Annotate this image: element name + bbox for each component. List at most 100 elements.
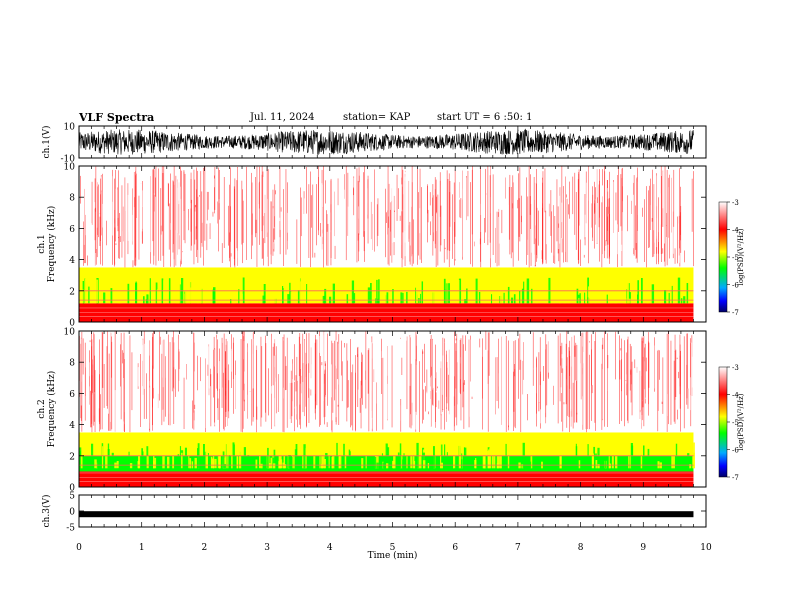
texture-mark [441,335,443,421]
spike-mark [437,285,440,304]
spike-mark [379,287,382,304]
texture-mark [687,333,688,389]
texture-mark [392,172,393,264]
texture-mark [131,388,132,416]
texture-mark [635,243,637,259]
texture-mark [671,166,672,258]
texture-mark [614,408,615,426]
texture-mark [509,352,511,379]
texture-mark [463,344,464,392]
texture-mark [507,228,509,259]
texture-mark [243,359,244,391]
texture-mark [296,219,298,264]
texture-mark [526,331,527,430]
texture-mark [413,219,414,264]
spike-mark [255,459,258,469]
texture-mark [89,182,91,234]
spike-mark [118,288,121,304]
texture-mark [115,243,117,245]
texture-mark [609,213,610,264]
texture-mark [186,364,187,380]
texture-mark [141,239,142,256]
texture-mark [85,333,86,351]
spike-mark [227,286,229,304]
texture-mark [445,331,447,433]
y-tick-label: 10 [64,328,76,338]
texture-mark [275,336,277,420]
texture-mark [207,386,209,388]
texture-mark [666,225,667,226]
texture-mark [486,193,487,222]
spike-mark [406,447,408,469]
texture-mark [483,405,485,408]
texture-mark [97,430,99,432]
spike-mark [278,448,281,469]
texture-mark [263,238,264,266]
spike-mark [563,298,566,304]
texture-mark [251,172,252,260]
texture-mark [94,370,96,432]
texture-mark [195,226,197,240]
texture-mark [467,344,469,413]
x-tick-label: 6 [452,543,458,553]
texture-mark [627,195,628,232]
texture-mark [582,337,583,425]
texture-mark [320,356,321,426]
texture-mark [644,361,645,402]
texture-mark [597,353,598,369]
texture-mark [679,334,681,395]
texture-mark [119,213,120,259]
texture-mark [418,366,420,401]
texture-mark [399,215,401,221]
texture-mark [553,385,554,405]
texture-mark [155,166,157,266]
texture-mark [91,339,93,433]
texture-mark [572,354,574,388]
texture-mark [111,341,113,430]
texture-mark [390,333,392,428]
texture-mark [381,338,382,358]
texture-mark [379,178,380,236]
texture-mark [504,168,506,180]
texture-mark [281,166,283,257]
spike-mark [559,453,562,469]
texture-mark [80,343,82,419]
texture-mark [553,205,554,263]
date-label: Jul. 11, 2024 [250,112,315,123]
texture-mark [625,352,627,396]
texture-mark [449,397,451,429]
texture-mark [566,331,568,428]
spike-mark [376,453,379,469]
texture-mark [296,168,298,263]
spike-mark [531,288,533,304]
texture-mark [97,171,98,187]
texture-mark [388,216,389,228]
spike-mark [578,460,581,469]
texture-mark [255,193,257,219]
texture-mark [410,363,412,429]
texture-mark [423,389,424,420]
texture-mark [334,181,335,244]
texture-mark [283,189,284,266]
spike-mark [180,452,183,469]
texture-mark [660,336,662,416]
spike-mark [686,283,689,304]
spike-mark [418,298,420,304]
texture-mark [142,205,144,229]
texture-mark [359,340,360,387]
spike-mark [463,447,466,469]
spike-mark [588,286,591,304]
texture-mark [362,354,363,405]
spike-mark [239,282,242,304]
texture-mark [178,351,180,370]
texture-mark [97,363,98,408]
texture-mark [621,338,622,392]
spike-mark [402,459,404,469]
texture-mark [558,183,560,230]
texture-mark [400,399,402,432]
texture-mark [337,341,338,380]
texture-mark [393,346,395,363]
texture-mark [116,189,118,252]
texture-mark [367,179,369,219]
texture-mark [439,361,440,422]
